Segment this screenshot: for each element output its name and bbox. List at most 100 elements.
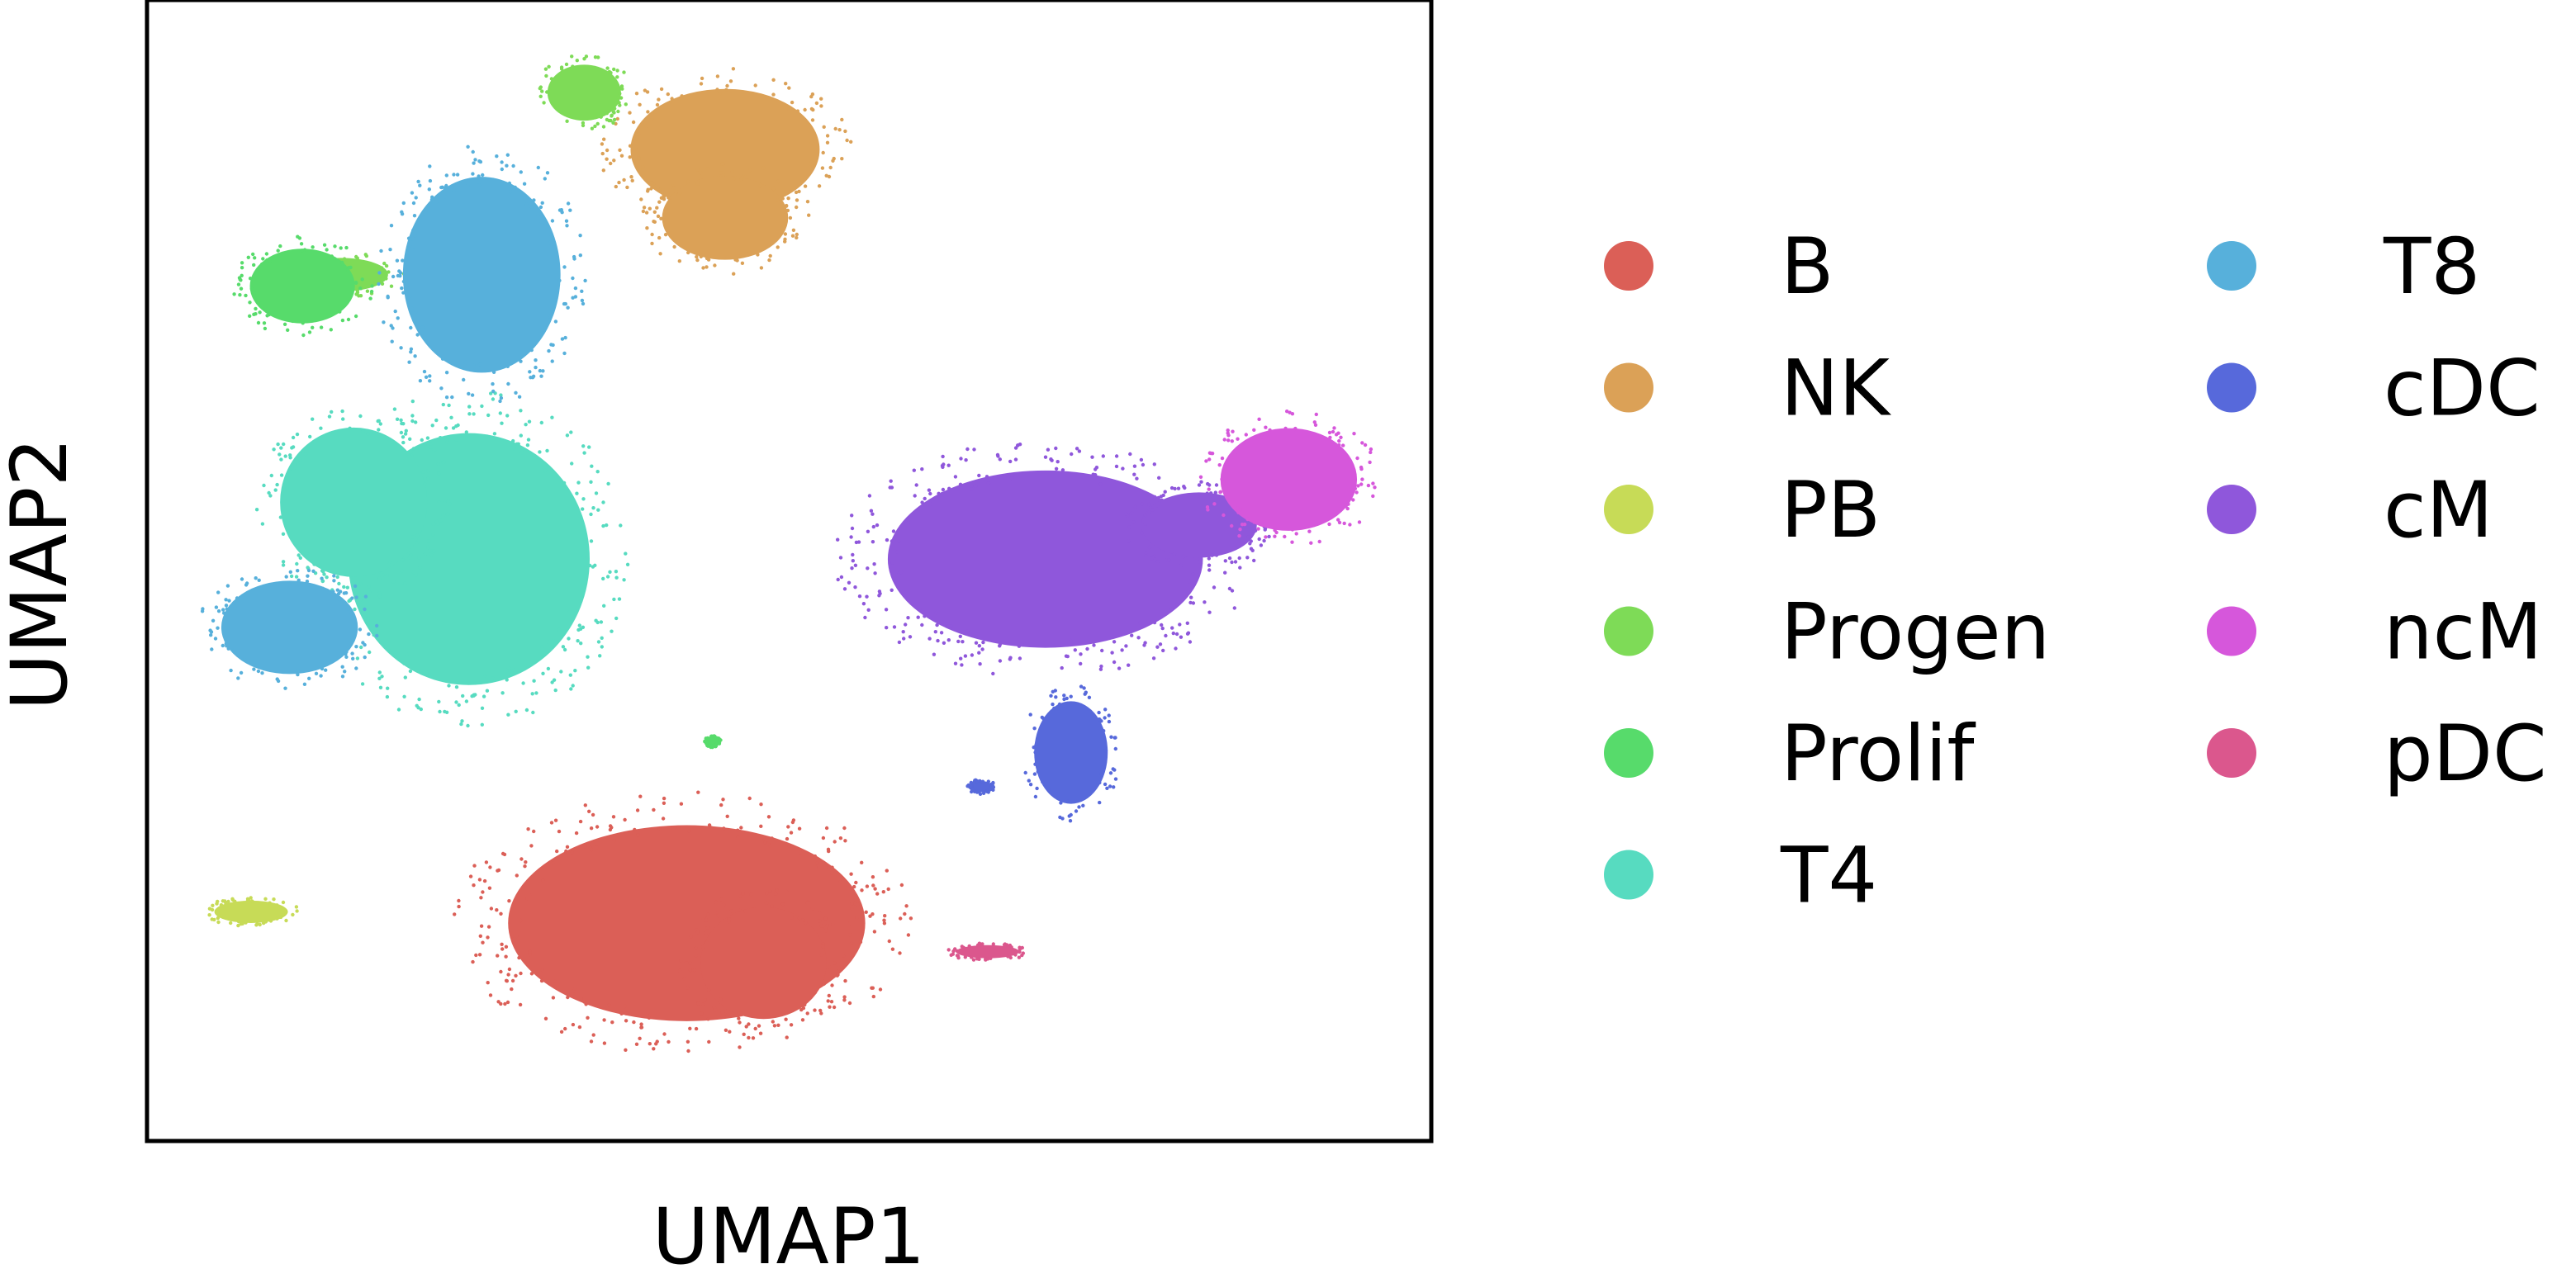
data-point bbox=[529, 376, 533, 380]
data-point bbox=[1130, 633, 1134, 637]
data-point bbox=[601, 500, 605, 504]
legend-marker bbox=[1604, 850, 1653, 900]
data-point bbox=[216, 899, 220, 904]
data-point bbox=[1138, 621, 1142, 625]
data-point bbox=[724, 1009, 728, 1014]
data-point bbox=[985, 957, 990, 961]
data-point bbox=[1113, 736, 1117, 740]
data-point bbox=[421, 470, 425, 474]
data-point bbox=[1207, 487, 1211, 491]
data-point bbox=[449, 415, 453, 419]
data-point bbox=[480, 722, 484, 727]
data-point bbox=[1061, 703, 1065, 708]
data-point bbox=[614, 570, 619, 574]
data-point bbox=[569, 430, 573, 434]
data-point bbox=[849, 140, 853, 144]
data-point bbox=[372, 632, 376, 637]
data-point bbox=[1132, 464, 1137, 468]
data-point bbox=[314, 671, 319, 675]
data-point bbox=[226, 646, 230, 651]
data-point bbox=[761, 166, 766, 170]
data-point bbox=[418, 379, 423, 383]
data-point bbox=[1252, 428, 1256, 432]
data-point bbox=[739, 826, 743, 830]
data-point bbox=[1179, 635, 1184, 639]
data-point bbox=[517, 395, 522, 399]
data-point bbox=[454, 685, 459, 689]
data-point bbox=[1133, 504, 1137, 509]
data-point bbox=[1040, 715, 1045, 720]
data-point bbox=[986, 481, 991, 485]
data-point bbox=[790, 820, 795, 825]
data-point bbox=[422, 369, 427, 374]
data-point bbox=[671, 827, 676, 831]
data-point bbox=[871, 540, 875, 544]
data-point bbox=[1124, 512, 1129, 516]
data-point bbox=[970, 788, 975, 792]
data-point bbox=[1359, 482, 1364, 486]
data-point bbox=[617, 597, 622, 601]
data-point bbox=[211, 618, 216, 623]
data-point bbox=[871, 994, 876, 999]
data-point bbox=[867, 494, 872, 498]
data-point bbox=[514, 973, 518, 978]
data-point bbox=[1142, 643, 1146, 647]
data-point bbox=[842, 826, 847, 831]
data-point bbox=[363, 607, 367, 612]
data-point bbox=[1139, 457, 1144, 462]
data-point bbox=[705, 167, 710, 171]
data-point bbox=[529, 348, 534, 353]
data-point bbox=[1160, 626, 1165, 631]
data-point bbox=[897, 539, 901, 543]
data-point bbox=[581, 121, 586, 125]
data-point bbox=[1199, 480, 1203, 484]
data-point bbox=[1232, 606, 1237, 610]
data-point bbox=[333, 244, 337, 249]
data-point bbox=[599, 620, 604, 624]
data-point bbox=[531, 710, 535, 715]
data-point bbox=[505, 364, 510, 368]
data-point bbox=[1357, 520, 1362, 524]
data-point bbox=[637, 156, 641, 160]
data-point bbox=[406, 265, 410, 269]
data-point bbox=[1140, 502, 1144, 506]
data-point bbox=[1244, 433, 1249, 437]
data-point bbox=[652, 220, 656, 224]
data-point bbox=[589, 1039, 594, 1044]
data-point bbox=[843, 129, 847, 134]
data-point bbox=[1285, 410, 1289, 414]
data-point bbox=[607, 1003, 611, 1007]
data-point bbox=[758, 184, 762, 188]
data-point bbox=[1182, 485, 1186, 489]
data-point bbox=[389, 440, 393, 444]
data-point bbox=[836, 577, 840, 582]
data-point bbox=[837, 128, 842, 132]
data-point bbox=[389, 224, 394, 228]
data-point bbox=[923, 496, 927, 501]
data-point bbox=[348, 426, 352, 430]
data-point bbox=[610, 113, 614, 117]
data-point bbox=[1152, 620, 1157, 625]
series-b-points bbox=[453, 790, 913, 1053]
data-point bbox=[536, 165, 540, 170]
data-point bbox=[826, 999, 830, 1003]
data-point bbox=[612, 597, 616, 602]
data-point bbox=[564, 219, 569, 223]
data-point bbox=[485, 689, 490, 693]
data-point bbox=[1009, 476, 1014, 481]
data-point bbox=[1009, 945, 1013, 949]
data-point bbox=[785, 208, 790, 213]
data-point bbox=[1113, 746, 1118, 751]
data-point bbox=[505, 678, 509, 682]
data-point bbox=[1013, 953, 1018, 957]
data-point bbox=[825, 923, 829, 928]
data-point bbox=[853, 563, 858, 567]
data-point bbox=[974, 641, 979, 645]
data-point bbox=[291, 319, 295, 324]
data-point bbox=[484, 860, 489, 864]
data-point bbox=[1032, 727, 1037, 731]
data-point bbox=[797, 916, 802, 921]
data-point bbox=[738, 1011, 743, 1016]
data-point bbox=[424, 210, 428, 214]
data-point bbox=[492, 432, 497, 436]
